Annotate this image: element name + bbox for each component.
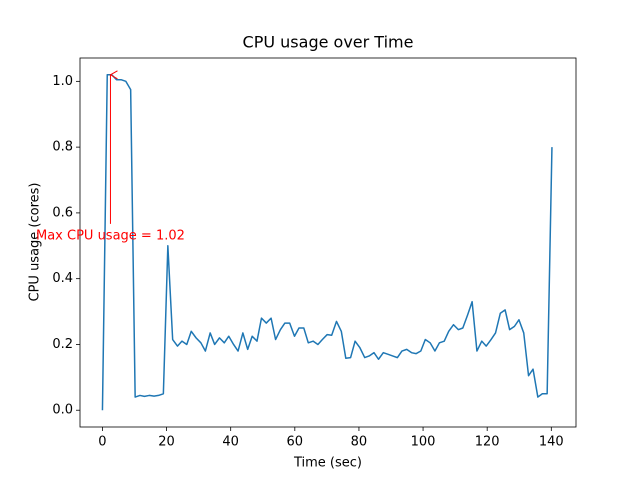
x-axis-label: Time (sec) (293, 456, 362, 471)
x-tick-label: 40 (222, 435, 239, 450)
y-axis-label: CPU usage (cores) (28, 183, 43, 302)
y-tick-label: 1.0 (52, 74, 73, 89)
x-tick-label: 100 (411, 435, 436, 450)
y-tick-label: 0.0 (52, 403, 73, 418)
y-tick-label: 0.8 (52, 140, 73, 155)
x-tick-label: 60 (287, 435, 304, 450)
x-tick-label: 120 (475, 435, 500, 450)
x-tick-label: 0 (98, 435, 106, 450)
chart-title: CPU usage over Time (243, 33, 414, 52)
y-tick-label: 0.4 (52, 271, 73, 286)
data-line (101, 74, 553, 411)
x-tick-label: 140 (539, 435, 564, 450)
y-tick-label: 0.6 (52, 205, 73, 220)
y-tick-label: 0.2 (52, 337, 73, 352)
annotation-text: Max CPU usage = 1.02 (36, 228, 185, 243)
x-tick-label: 20 (158, 435, 175, 450)
plot-frame (79, 57, 577, 428)
x-tick-label: 80 (351, 435, 368, 450)
